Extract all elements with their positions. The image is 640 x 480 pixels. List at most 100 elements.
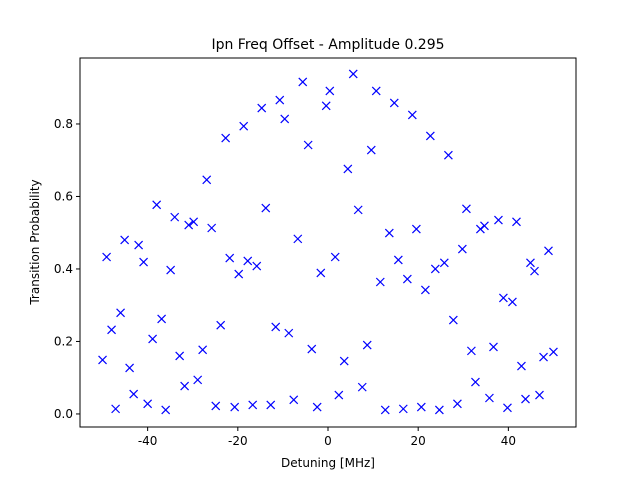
marker xyxy=(111,404,121,414)
marker xyxy=(125,363,135,373)
marker-stroke xyxy=(384,228,394,238)
marker-stroke xyxy=(330,252,340,262)
marker-stroke xyxy=(239,121,249,131)
marker-stroke xyxy=(307,344,317,354)
marker xyxy=(261,203,271,213)
marker-stroke xyxy=(175,351,185,361)
marker xyxy=(293,234,303,244)
marker xyxy=(380,405,390,415)
y-tick-label: 0.6 xyxy=(54,189,73,203)
marker-stroke xyxy=(152,200,162,210)
marker-stroke xyxy=(321,101,331,111)
marker-stroke xyxy=(198,345,208,355)
x-tick-label: -20 xyxy=(228,434,248,448)
y-tick-label: 0.8 xyxy=(54,117,73,131)
marker xyxy=(407,110,417,120)
marker xyxy=(549,347,558,357)
marker-stroke xyxy=(535,390,544,400)
marker xyxy=(425,131,435,141)
marker xyxy=(170,212,180,222)
marker xyxy=(134,240,144,250)
marker xyxy=(434,405,444,415)
x-tick-label: -40 xyxy=(138,434,158,448)
marker-stroke xyxy=(120,235,130,245)
marker xyxy=(526,258,535,268)
marker xyxy=(507,297,517,307)
marker xyxy=(307,344,317,354)
marker xyxy=(362,340,372,350)
marker-stroke xyxy=(98,355,107,365)
marker xyxy=(303,140,313,150)
marker-stroke xyxy=(439,258,449,268)
marker-stroke xyxy=(339,356,349,366)
marker-stroke xyxy=(221,133,231,143)
marker xyxy=(539,352,548,362)
marker xyxy=(430,264,440,274)
marker-stroke xyxy=(248,400,258,410)
marker xyxy=(375,277,385,287)
marker-stroke xyxy=(348,69,358,79)
marker xyxy=(402,274,412,284)
marker-stroke xyxy=(211,401,221,411)
marker-stroke xyxy=(353,205,363,215)
marker xyxy=(207,223,217,233)
marker-stroke xyxy=(325,86,335,96)
marker-stroke xyxy=(184,220,194,230)
marker xyxy=(457,244,467,254)
marker-stroke xyxy=(366,145,376,155)
marker xyxy=(316,268,326,278)
marker xyxy=(280,114,290,124)
marker xyxy=(275,95,285,105)
marker-stroke xyxy=(289,395,299,405)
marker-stroke xyxy=(316,268,326,278)
marker xyxy=(471,377,480,387)
marker-stroke xyxy=(343,164,353,174)
marker-stroke xyxy=(193,375,203,385)
marker-stroke xyxy=(466,346,476,356)
marker-stroke xyxy=(207,223,217,233)
marker-stroke xyxy=(471,377,480,387)
y-tick-label: 0.0 xyxy=(54,407,73,421)
marker-stroke xyxy=(157,314,167,324)
marker xyxy=(298,77,308,87)
marker-stroke xyxy=(252,261,262,271)
marker-stroke xyxy=(507,297,517,307)
marker-stroke xyxy=(148,334,158,344)
marker-stroke xyxy=(180,381,190,391)
marker xyxy=(271,322,281,332)
marker-stroke xyxy=(380,405,390,415)
marker-stroke xyxy=(293,234,303,244)
marker-stroke xyxy=(494,215,503,225)
marker-stroke xyxy=(298,77,308,87)
marker-stroke xyxy=(448,315,458,325)
marker xyxy=(266,400,276,410)
marker xyxy=(498,293,508,303)
marker xyxy=(517,361,526,371)
y-axis-label: Transition Probability xyxy=(28,179,42,305)
marker-stroke xyxy=(261,203,271,213)
marker xyxy=(157,314,167,324)
marker xyxy=(494,215,503,225)
marker-stroke xyxy=(371,86,381,96)
marker-stroke xyxy=(512,217,521,227)
marker xyxy=(248,400,258,410)
marker xyxy=(357,382,367,392)
marker xyxy=(439,258,449,268)
marker xyxy=(339,356,349,366)
marker xyxy=(343,164,353,174)
marker xyxy=(521,394,530,404)
marker-stroke xyxy=(143,399,153,409)
marker-stroke xyxy=(202,175,212,185)
marker-stroke xyxy=(443,150,453,160)
marker xyxy=(485,393,494,403)
marker xyxy=(225,253,235,263)
marker-stroke xyxy=(434,405,444,415)
marker xyxy=(416,402,426,412)
marker xyxy=(289,395,299,405)
marker-stroke xyxy=(393,255,403,265)
marker-stroke xyxy=(416,402,426,412)
marker-stroke xyxy=(485,393,494,403)
marker-stroke xyxy=(275,95,285,105)
marker xyxy=(143,399,153,409)
